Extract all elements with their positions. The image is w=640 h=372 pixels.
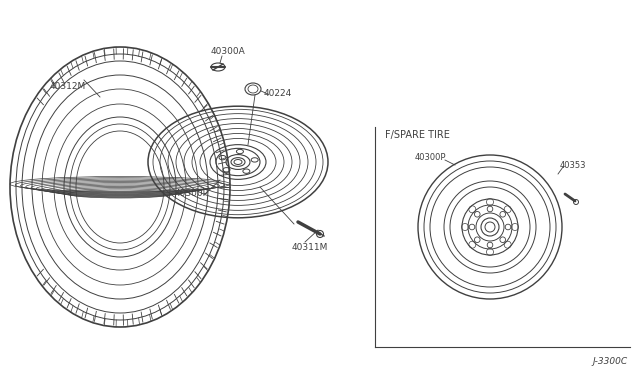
- Text: F/SPARE TIRE: F/SPARE TIRE: [385, 130, 450, 140]
- Text: 40300P: 40300P: [175, 189, 209, 199]
- Text: 40300A: 40300A: [211, 48, 245, 57]
- Text: 40353: 40353: [560, 160, 586, 170]
- Text: 40312M: 40312M: [50, 82, 86, 91]
- Text: 40224: 40224: [264, 90, 292, 99]
- Text: 40300P: 40300P: [414, 153, 445, 161]
- Text: J-3300C: J-3300C: [593, 357, 628, 366]
- Text: 40311M: 40311M: [292, 243, 328, 251]
